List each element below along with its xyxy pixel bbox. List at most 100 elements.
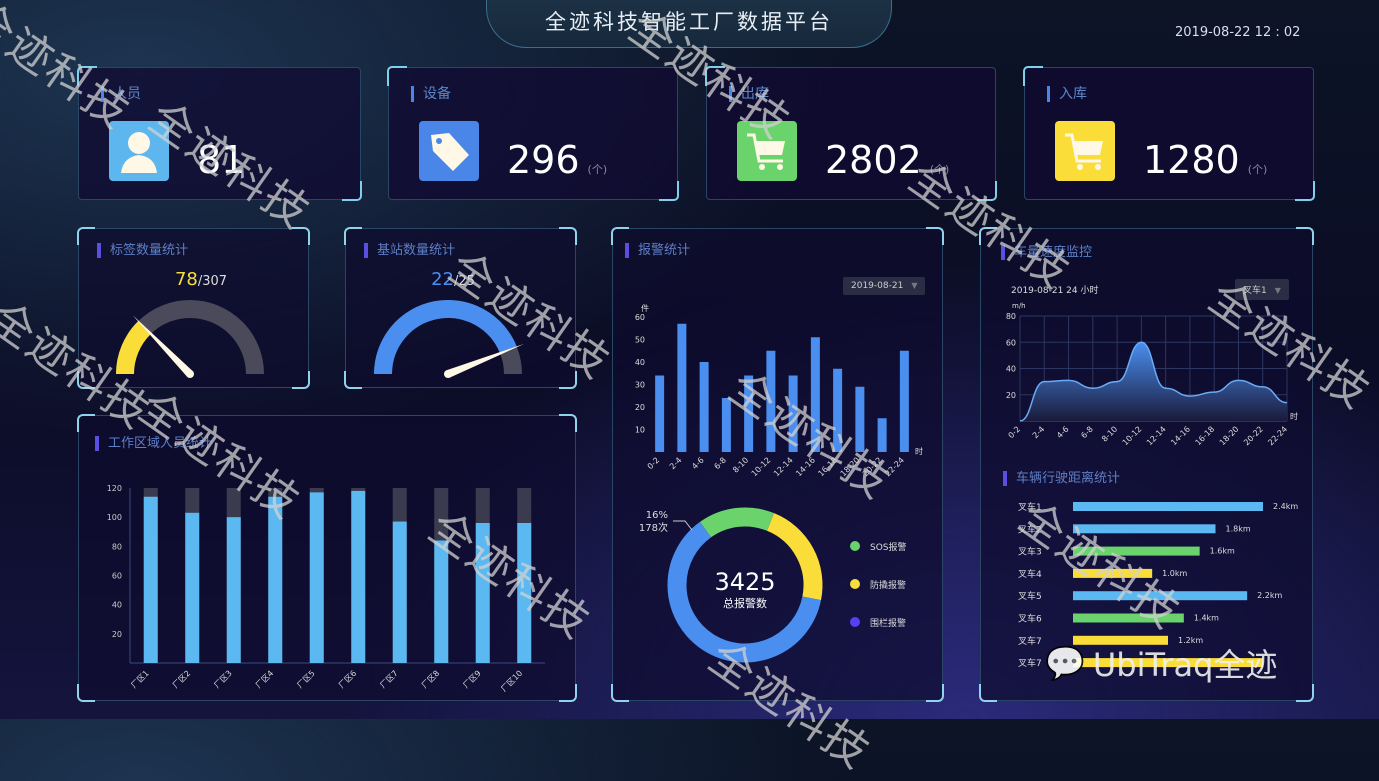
y-tick-label: 20 bbox=[1006, 391, 1016, 400]
y-category-label: 叉车6 bbox=[1018, 613, 1042, 625]
bar bbox=[788, 375, 798, 452]
gauge-total: /25 bbox=[453, 274, 475, 289]
card-title: 入库 bbox=[1047, 86, 1087, 102]
y-category-label: 叉车7 bbox=[1018, 635, 1042, 647]
wechat-icon: 💬 bbox=[1045, 644, 1085, 682]
charts-layer: 20 40 60 80 100 120 厂区1 厂区2 厂区3 厂区4 厂区5 厂区6 厂区7 厂区8 厂区… bbox=[107, 300, 1298, 694]
vehicle-select[interactable]: 叉车1 ▼ bbox=[1235, 279, 1289, 300]
x-tick-label: 12-14 bbox=[772, 456, 795, 479]
y-axis-unit: m/h bbox=[1012, 302, 1026, 310]
donut-label: 总报警数 bbox=[723, 596, 767, 610]
card-unit: (个) bbox=[929, 163, 950, 176]
y-tick-label: 100 bbox=[107, 513, 122, 522]
bar bbox=[699, 362, 709, 452]
card-value: 2802 bbox=[825, 138, 922, 182]
bar bbox=[434, 540, 449, 663]
date-select[interactable]: 2019-08-21 ▼ bbox=[843, 277, 926, 295]
bar bbox=[677, 323, 687, 452]
panel-title: 标签数量统计 bbox=[97, 243, 188, 258]
bar bbox=[1073, 502, 1263, 511]
bar bbox=[268, 496, 283, 663]
y-tick-label: 60 bbox=[635, 313, 645, 322]
wechat-logo: 💬 UbiTraq全迹 bbox=[1045, 644, 1278, 684]
bar bbox=[226, 517, 241, 663]
card-title: 设备 bbox=[411, 86, 451, 102]
gauge-needle bbox=[132, 315, 193, 377]
x-axis-unit: 时 bbox=[915, 446, 923, 456]
donut-annotation-percent: 16% bbox=[646, 510, 668, 521]
legend-marker bbox=[850, 617, 860, 627]
x-tick-label: 厂区10 bbox=[499, 669, 524, 694]
y-category-label: 叉车5 bbox=[1018, 590, 1042, 602]
card-personnel: 人员 81 bbox=[77, 66, 362, 201]
donut-slice bbox=[667, 521, 821, 663]
chevron-down-icon: ▼ bbox=[1274, 286, 1281, 295]
bar-value-label: 2.4km bbox=[1273, 502, 1298, 511]
x-tick-label: 14-16 bbox=[1169, 425, 1192, 448]
x-tick-label: 2-4 bbox=[668, 456, 684, 472]
bar bbox=[475, 523, 490, 663]
donut-slice bbox=[699, 507, 775, 538]
page-title: 全迹科技智能工厂数据平台 bbox=[545, 10, 833, 34]
legend-marker bbox=[850, 579, 860, 589]
bar bbox=[766, 350, 776, 452]
bar-value-label: 1.2km bbox=[1178, 636, 1203, 645]
y-category-label: 叉车7 bbox=[1018, 657, 1042, 669]
x-tick-label: 20-22 bbox=[861, 456, 884, 479]
legend-label: 防撬报警 bbox=[870, 579, 906, 591]
bar bbox=[855, 386, 865, 452]
gauge-needle-hub bbox=[444, 370, 452, 378]
y-tick-label: 60 bbox=[1006, 338, 1016, 347]
card-value: 81 bbox=[197, 138, 246, 182]
card-outbound: 出库 2802 (个) bbox=[705, 66, 997, 201]
y-tick-label: 40 bbox=[112, 601, 122, 610]
y-tick-label: 40 bbox=[1006, 365, 1016, 374]
card-value: 296 bbox=[507, 138, 580, 182]
x-tick-label: 10-12 bbox=[1121, 425, 1144, 448]
bar bbox=[1073, 591, 1248, 601]
x-tick-label: 厂区2 bbox=[171, 669, 192, 690]
card-value: 1280 bbox=[1143, 138, 1240, 182]
area-fill bbox=[1020, 342, 1287, 421]
bar bbox=[143, 496, 158, 663]
speed-subtitle: 2019-08-21 24 小时 bbox=[1011, 286, 1099, 296]
donut-annotation-count: 178次 bbox=[639, 521, 668, 534]
panel-title: 车辆行驶距离统计 bbox=[1003, 471, 1120, 486]
x-tick-label: 2-4 bbox=[1031, 425, 1047, 441]
x-tick-label: 16-18 bbox=[816, 456, 839, 479]
x-tick-label: 0-2 bbox=[1007, 425, 1023, 441]
cart-icon bbox=[1055, 121, 1115, 181]
bar bbox=[309, 492, 324, 663]
title-banner: 全迹科技智能工厂数据平台 bbox=[486, 0, 892, 48]
x-tick-label: 厂区9 bbox=[461, 669, 482, 690]
bar bbox=[1073, 635, 1168, 645]
datetime: 2019-08-22 12 : 02 bbox=[1175, 25, 1301, 40]
panel-title: 报警统计 bbox=[625, 243, 690, 258]
gauge-needle bbox=[446, 343, 525, 378]
legend-marker bbox=[850, 541, 860, 551]
bar-value-label: 2.2km bbox=[1257, 591, 1282, 600]
gauge-value: 78 bbox=[174, 269, 198, 290]
card-unit: (个) bbox=[1247, 163, 1268, 176]
bar-value-label: 1.4km bbox=[1194, 614, 1219, 623]
alarm-panel: 报警统计 2019-08-21 ▼ bbox=[611, 227, 944, 702]
y-axis-unit: 件 bbox=[641, 303, 649, 313]
x-tick-label: 厂区8 bbox=[420, 669, 441, 690]
cart-icon bbox=[737, 121, 797, 181]
donut-annotation-line bbox=[673, 520, 693, 531]
x-tick-label: 6-8 bbox=[1079, 425, 1095, 441]
legend-label: 围栏报警 bbox=[870, 617, 906, 629]
y-category-label: 叉车1 bbox=[1018, 501, 1042, 513]
y-tick-label: 40 bbox=[635, 358, 645, 367]
bar bbox=[1073, 658, 1263, 668]
x-tick-label: 厂区6 bbox=[337, 669, 358, 690]
bar-value-label: 1.8km bbox=[1226, 524, 1251, 533]
x-tick-label: 0-2 bbox=[646, 456, 662, 472]
x-tick-label: 8-10 bbox=[1100, 425, 1119, 444]
x-tick-label: 4-6 bbox=[690, 456, 706, 472]
bar bbox=[392, 521, 407, 663]
bar bbox=[351, 490, 366, 663]
card-inbound: 入库 1280 (个) bbox=[1023, 66, 1315, 201]
x-tick-label: 厂区3 bbox=[212, 669, 233, 690]
x-tick-label: 厂区4 bbox=[254, 669, 275, 690]
